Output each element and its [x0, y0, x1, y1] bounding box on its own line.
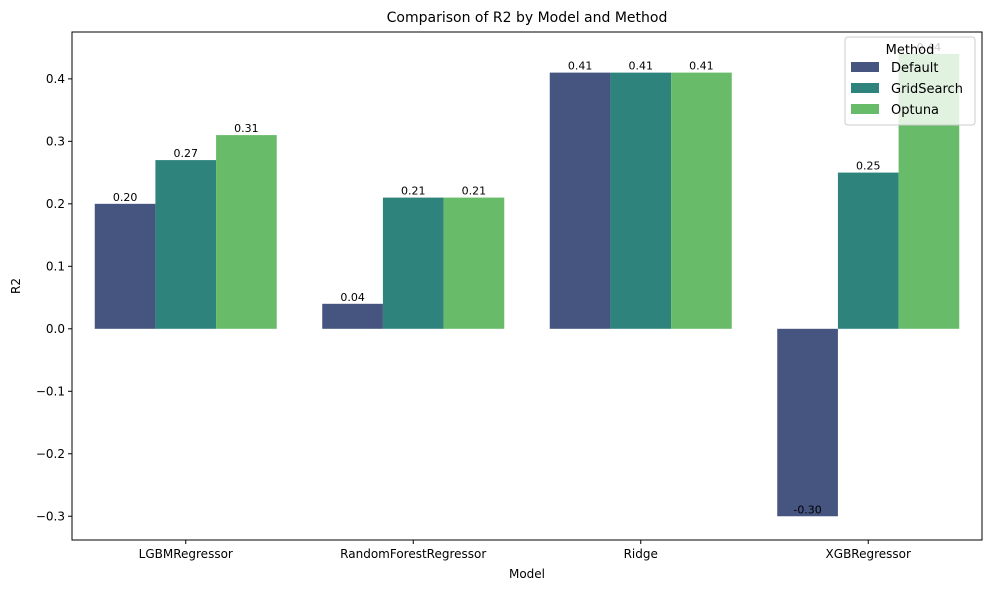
legend-box	[844, 36, 976, 126]
legend-swatch-gridsearch	[851, 83, 879, 93]
bar-optuna-ridge	[671, 72, 732, 329]
bars	[94, 53, 960, 517]
legend-items: Default GridSearch Optuna	[851, 61, 963, 118]
legend-title: Method	[886, 43, 935, 58]
legend-label-gridsearch: GridSearch	[891, 82, 963, 97]
y-tick-label: 0.2	[46, 197, 65, 211]
x-axis-title: Model	[509, 567, 545, 581]
x-tick-label: Ridge	[624, 547, 658, 561]
bar-gridsearch-ridge	[610, 72, 672, 329]
bar-value-label: 0.27	[174, 147, 199, 160]
legend-label-default: Default	[891, 61, 939, 76]
bar-gridsearch-lgbmregressor	[155, 160, 217, 329]
bar-value-label: 0.04	[340, 291, 365, 304]
x-tick-label: LGBMRegressor	[139, 547, 233, 561]
bar-default-lgbmregressor	[94, 203, 156, 329]
y-tick-label: −0.1	[36, 384, 65, 398]
bar-value-label: 0.21	[401, 185, 426, 198]
legend: Method Default GridSearch Optuna	[844, 36, 976, 126]
y-axis: −0.3 −0.2 −0.1 0.0 0.1 0.2 0.3 0.4	[36, 72, 72, 523]
bar-gridsearch-randomforestregressor	[382, 197, 444, 329]
y-tick-label: −0.3	[36, 509, 65, 523]
bar-value-label: -0.30	[793, 503, 821, 516]
bar-optuna-lgbmregressor	[216, 135, 277, 329]
x-tick-label: RandomForestRegressor	[340, 547, 486, 561]
legend-swatch-default	[851, 62, 879, 72]
bar-default-ridge	[549, 72, 611, 329]
y-tick-label: 0.0	[46, 322, 65, 336]
y-tick-label: −0.2	[36, 447, 65, 461]
y-tick-label: 0.3	[46, 134, 65, 148]
bar-default-xgbregressor	[777, 328, 838, 517]
chart-title: Comparison of R2 by Model and Method	[387, 10, 668, 26]
bar-value-label: 0.41	[568, 60, 593, 73]
y-tick-label: 0.1	[46, 259, 65, 273]
bar-value-label: 0.20	[113, 191, 138, 204]
plot-frame	[71, 31, 983, 541]
bar-optuna-randomforestregressor	[443, 197, 505, 329]
bar-value-label: 0.41	[629, 60, 654, 73]
legend-swatch-optuna	[851, 104, 879, 114]
legend-label-optuna: Optuna	[891, 103, 939, 118]
y-tick-label: 0.4	[46, 72, 65, 86]
bar-labels: 0.20 0.04 0.41 -0.30 0.27 0.21 0.41 0.25 0.31 0.2…	[113, 41, 941, 516]
bar-value-label: 0.21	[462, 185, 487, 198]
bar-gridsearch-xgbregressor	[837, 172, 899, 329]
bar-value-label: 0.41	[689, 60, 714, 73]
bar-value-label: 0.31	[234, 122, 259, 135]
bar-value-label: 0.25	[856, 160, 881, 173]
x-axis: LGBMRegressor RandomForestRegressor Ridge X…	[139, 540, 911, 561]
bar-default-randomforestregressor	[322, 303, 383, 329]
x-tick-label: XGBRegressor	[826, 547, 911, 561]
y-axis-title: R2	[9, 278, 23, 294]
